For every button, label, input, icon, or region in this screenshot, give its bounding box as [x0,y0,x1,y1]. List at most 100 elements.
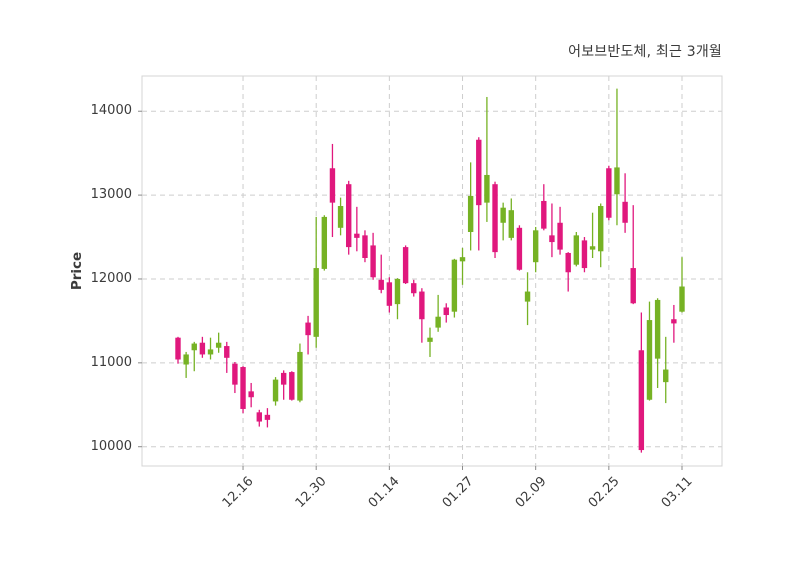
candle-body [606,168,612,218]
candle-body [183,354,189,365]
candle-body [524,291,531,302]
candle-58 [646,301,653,401]
candle-7 [232,362,238,394]
candle-body [622,201,628,223]
candle-body [581,240,588,269]
candle-body [492,184,498,253]
chart-title: 어보브반도체, 최근 3개월 [568,44,722,60]
candle-49 [573,232,580,267]
candle-body [297,351,303,401]
candle-body [272,379,279,402]
candle-body [508,210,514,238]
candle-33 [443,303,449,323]
candle-24 [370,232,376,280]
candle-body [663,369,669,383]
candle-body [654,299,661,359]
candle-body [451,259,458,312]
candle-body [435,316,441,328]
candle-56 [630,205,636,305]
candle-body [419,291,425,320]
candle-body [321,216,328,269]
plot-border [141,75,723,467]
candle-34 [451,258,458,318]
candle-11 [264,408,271,428]
candle-9 [248,382,254,408]
candle-body [476,139,482,206]
candle-body [541,200,547,229]
candle-17 [313,216,319,348]
candle-62 [679,257,685,313]
candle-body [313,268,319,337]
candle-body [638,350,645,451]
y-tick-label: 11000 [90,354,132,370]
y-tick-label: 12000 [90,270,132,286]
candle-30 [419,288,425,343]
candle-body [248,391,254,398]
candle-body [598,206,604,252]
candle-44 [532,226,539,273]
candle-body [346,184,352,248]
candle-body [484,174,490,203]
candle-8 [240,366,246,414]
candle-47 [557,206,563,255]
candle-body [280,372,287,385]
candle-body [289,372,295,400]
candle-body [443,307,449,316]
candle-15 [297,343,303,403]
candle-52 [598,203,604,268]
candle-27 [394,278,401,320]
candle-46 [549,203,555,258]
candle-body [215,342,222,348]
candle-13 [280,370,287,400]
candle-53 [606,165,612,221]
candle-28 [402,245,409,284]
candle-21 [346,180,352,255]
candle-1 [183,351,189,378]
candle-body [402,247,409,284]
candle-22 [354,206,360,252]
candle-body [354,233,360,238]
candle-body [329,168,336,203]
candle-2 [191,341,197,372]
y-tick-label: 13000 [90,187,132,203]
candle-6 [224,341,230,373]
candle-body [256,412,262,422]
candle-body [557,222,563,250]
candle-body [264,414,271,420]
candle-51 [589,212,596,258]
candle-36 [467,162,474,251]
y-tick-label: 14000 [90,103,132,119]
candle-60 [663,336,669,404]
y-tick-label: 10000 [90,438,132,454]
candle-50 [581,237,588,273]
candle-25 [378,254,384,294]
candle-35 [459,247,466,285]
candle-61 [671,304,677,343]
candle-body [646,320,653,400]
candle-body [459,257,466,262]
candle-body [671,319,677,324]
candle-body [305,322,311,336]
candle-4 [207,337,214,360]
candle-body [549,235,555,243]
candle-14 [289,371,295,401]
candle-body [232,363,238,385]
candle-body [467,195,474,232]
candle-body [630,268,636,304]
candle-body [207,349,214,355]
candle-body [500,207,506,223]
candle-0 [175,336,181,364]
candle-body [394,278,401,305]
candle-26 [386,277,393,313]
candle-42 [516,225,523,271]
candle-19 [329,143,336,238]
candle-55 [622,173,628,233]
candle-37 [476,137,482,251]
candle-3 [199,336,206,358]
candle-body [240,367,246,409]
candle-20 [337,197,344,236]
candle-18 [321,215,328,271]
candle-body [337,206,344,228]
